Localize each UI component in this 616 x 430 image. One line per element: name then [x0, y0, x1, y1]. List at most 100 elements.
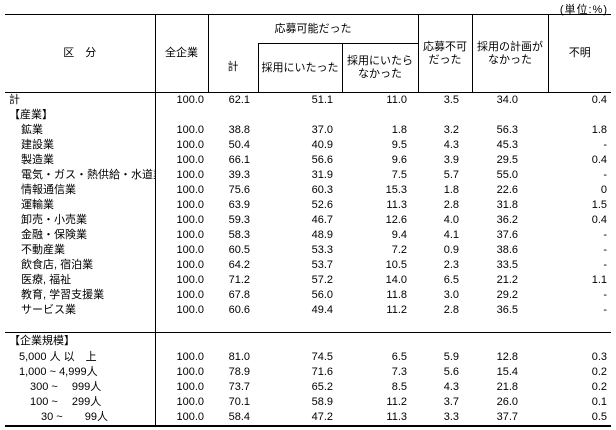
table-row: 1,000 ~ 4,999人 100.0 78.9 71.6 7.3 5.6 15.4 0.2: [5, 365, 611, 380]
cell-value: 100.0: [176, 244, 204, 256]
cell-value: 6.5: [443, 274, 459, 286]
col-header-all-companies: 全企業: [155, 14, 209, 93]
row-label: 不動産業: [5, 243, 156, 258]
cell-value: 70.1: [228, 396, 250, 408]
row-label: 電気・ガス・熱供給・水道業: [5, 168, 156, 183]
cell-value: [342, 318, 418, 333]
row-label: 計: [5, 92, 156, 108]
cell-value: 64.2: [228, 259, 250, 271]
cell-value: 100.0: [176, 304, 204, 316]
cell-value: 9.4: [391, 229, 407, 241]
cell-value: 11.0: [386, 94, 407, 106]
cell-value: [208, 108, 258, 123]
cell-value: 60.3: [311, 184, 333, 196]
cell-value: 100.0: [176, 396, 204, 408]
cell-value: [258, 318, 342, 333]
cell-value: 0.2: [591, 381, 607, 393]
cell-value: 10.5: [385, 259, 407, 271]
cell-value: -: [603, 139, 607, 151]
cell-value: 56.0: [311, 289, 333, 301]
col-header-category: 区 分: [5, 14, 156, 93]
cell-value: -: [603, 244, 607, 256]
cell-value: 56.6: [311, 154, 333, 166]
cell-value: 5.7: [443, 169, 459, 181]
cell-value: [418, 318, 472, 333]
row-label: 100 ~ 299人: [5, 395, 156, 410]
cell-value: 36.5: [496, 304, 518, 316]
cell-value: 60.5: [228, 244, 250, 256]
cell-value: 14.0: [385, 274, 407, 286]
cell-value: 100.0: [176, 199, 204, 211]
col-header-not-hired: 採用にいたら なかった: [342, 43, 418, 93]
cell-value: 9.5: [391, 139, 407, 151]
table-row: 【産業】: [5, 108, 611, 123]
cell-value: 4.3: [443, 381, 459, 393]
cell-value: 29.5: [496, 154, 518, 166]
cell-value: 3.9: [443, 154, 459, 166]
table-row: 【企業規模】: [5, 332, 611, 350]
cell-value: 65.2: [311, 381, 333, 393]
cell-value: 37.6: [496, 229, 518, 241]
cell-value: 0.5: [591, 411, 607, 423]
cell-value: [418, 108, 472, 123]
cell-value: 100.0: [176, 214, 204, 226]
cell-value: 37.0: [311, 124, 333, 136]
row-label: 【企業規模】: [5, 332, 156, 350]
cell-value: 56.3: [496, 124, 518, 136]
cell-value: 21.2: [496, 274, 518, 286]
table-row: 鉱業 100.0 38.8 37.0 1.8 3.2 56.3 1.8: [5, 123, 611, 138]
cell-value: 57.2: [311, 274, 333, 286]
cell-value: 5.9: [443, 351, 459, 363]
cell-value: [258, 332, 342, 350]
row-label: サービス業: [5, 303, 156, 318]
cell-value: 0.1: [591, 396, 607, 408]
cell-value: 49.4: [311, 304, 333, 316]
cell-value: 0.4: [591, 154, 607, 166]
cell-value: 8.5: [391, 381, 407, 393]
cell-value: 26.0: [496, 396, 518, 408]
cell-value: 74.5: [311, 351, 333, 363]
cell-value: 1.8: [591, 124, 607, 136]
cell-value: 2.3: [443, 259, 459, 271]
cell-value: 100.0: [176, 154, 204, 166]
cell-value: 15.3: [385, 184, 407, 196]
cell-value: 5.6: [443, 366, 459, 378]
col-header-total: 計: [208, 43, 259, 93]
table-row: 100 ~ 299人 100.0 70.1 58.9 11.2 3.7 26.0 0.1: [5, 395, 611, 410]
cell-value: [258, 108, 342, 123]
row-label: 卸売・小売業: [5, 213, 156, 228]
cell-value: 39.3: [228, 169, 250, 181]
cell-value: 50.4: [228, 139, 250, 151]
cell-value: 55.0: [496, 169, 518, 181]
cell-value: [155, 108, 208, 123]
cell-value: 37.7: [496, 411, 518, 423]
cell-value: 40.9: [311, 139, 333, 151]
cell-value: 100.0: [176, 351, 204, 363]
cell-value: 0.2: [591, 366, 607, 378]
cell-value: [548, 332, 611, 350]
cell-value: 31.9: [311, 169, 333, 181]
cell-value: 33.5: [496, 259, 518, 271]
cell-value: 0: [600, 184, 607, 196]
cell-value: 3.5: [443, 94, 459, 106]
cell-value: 12.6: [385, 214, 407, 226]
cell-value: 4.3: [443, 139, 459, 151]
row-label: 5,000 人 以 上: [5, 350, 156, 365]
cell-value: 4.0: [443, 214, 459, 226]
row-label: [5, 318, 156, 333]
table-row: 医療, 福祉 100.0 71.2 57.2 14.0 6.5 21.2 1.1: [5, 273, 611, 288]
row-label: 【産業】: [5, 108, 156, 123]
cell-value: [208, 332, 258, 350]
table-row: 30 ~ 99人 100.0 58.4 47.2 11.3 3.3 37.7 0.5: [5, 410, 611, 426]
cell-value: 1.5: [591, 199, 607, 211]
cell-value: 1.8: [443, 184, 459, 196]
table-header: 区 分 全企業 応募可能だった 応募不可 だった 採用の計画が なかった 不明 …: [5, 14, 611, 93]
row-label: 情報通信業: [5, 183, 156, 198]
statistics-table: 区 分 全企業 応募可能だった 応募不可 だった 採用の計画が なかった 不明 …: [5, 14, 611, 427]
row-label: 運輸業: [5, 198, 156, 213]
cell-value: 3.7: [443, 396, 459, 408]
cell-value: 12.8: [496, 351, 518, 363]
cell-value: -: [603, 289, 607, 301]
cell-value: 22.6: [496, 184, 518, 196]
cell-value: 100.0: [176, 139, 204, 151]
